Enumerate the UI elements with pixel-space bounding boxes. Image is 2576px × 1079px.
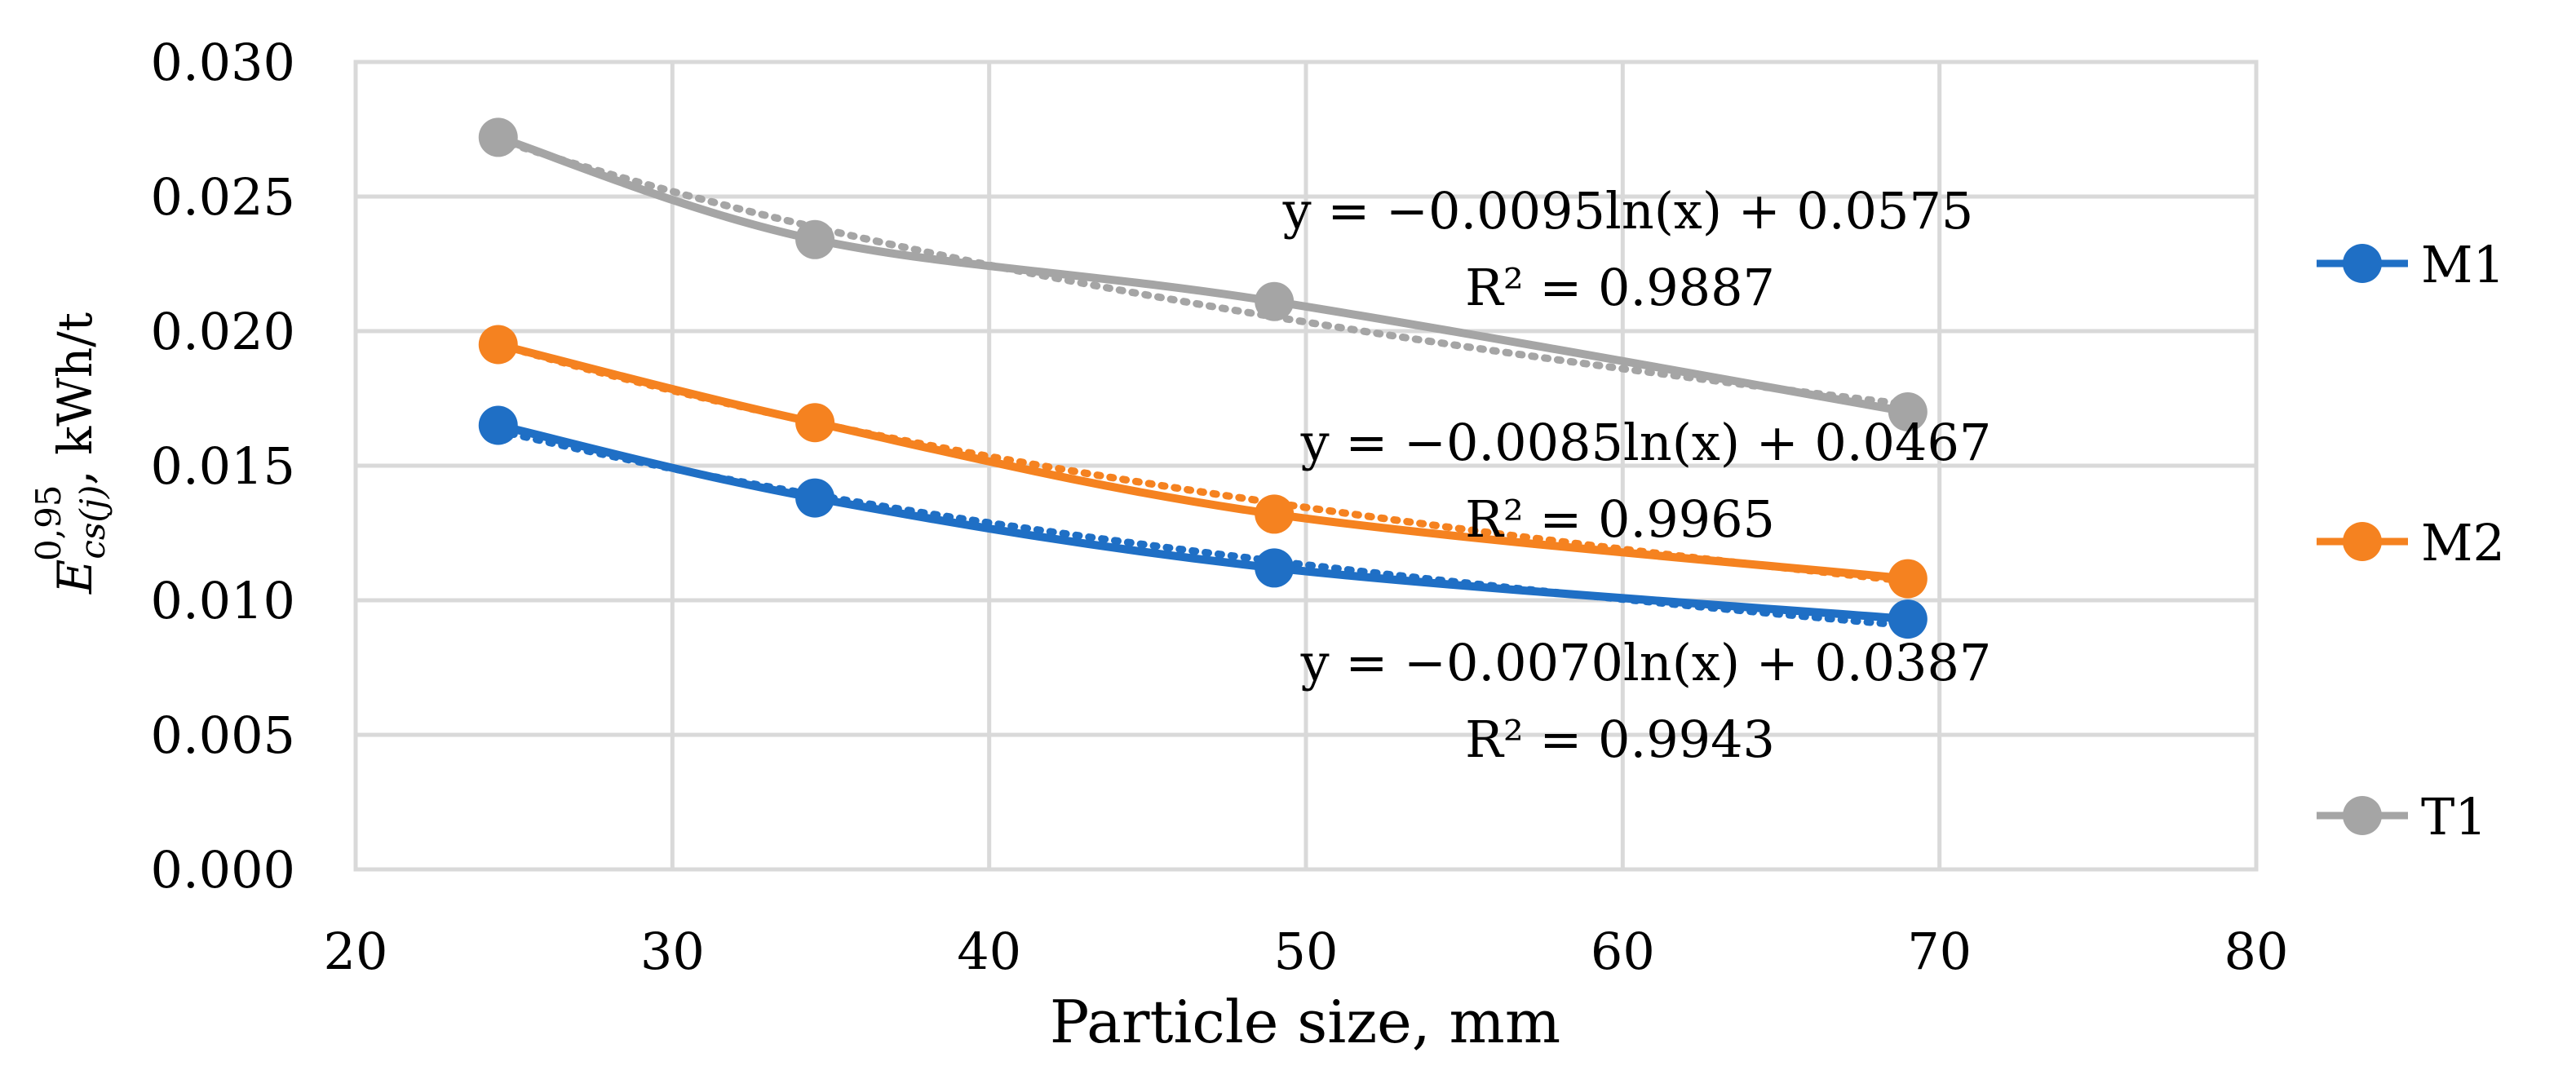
r2-t1: R² = 0.9887 — [1465, 258, 1775, 317]
legend-marker-m1 — [2343, 244, 2382, 283]
y-tick-label: 0.030 — [151, 33, 296, 92]
series-line-m1 — [494, 421, 1912, 624]
series — [478, 117, 1928, 639]
legend-label-m1: M1 — [2421, 235, 2505, 294]
legend-label-t1: T1 — [2421, 787, 2487, 847]
y-axis-symbol: E — [47, 559, 103, 595]
svg-text:Ecs(j), kWh/t: Ecs(j), kWh/t — [47, 312, 113, 595]
legend-item-t1: T1 — [2317, 787, 2487, 847]
y-axis-subscript: cs(j) — [73, 485, 113, 559]
x-axis-title: Particle size, mm — [1050, 988, 1560, 1056]
data-point-m1 — [1255, 548, 1295, 588]
data-point-m1 — [795, 478, 835, 518]
series-line-m2 — [494, 340, 1912, 583]
y-axis-unit: , kWh/t — [47, 312, 103, 485]
y-tick-label: 0.010 — [151, 571, 296, 630]
y-tick-label: 0.000 — [151, 840, 296, 900]
data-point-t1 — [1255, 281, 1295, 321]
legend-item-m1: M1 — [2317, 235, 2505, 294]
y-tick-label: 0.005 — [151, 705, 296, 765]
data-point-m2 — [795, 403, 835, 443]
equation-t1: y = −0.0095ln(x) + 0.0575 — [1282, 181, 1974, 241]
plot-area-frame — [353, 60, 2259, 872]
legend: M1 M2 T1 — [2317, 235, 2505, 847]
data-point-t1 — [478, 117, 518, 157]
data-point-m1 — [478, 405, 518, 445]
legend-label-m2: M2 — [2421, 513, 2505, 573]
x-tick-label: 30 — [640, 922, 705, 981]
x-tick-label: 50 — [1274, 922, 1339, 981]
data-point-m2 — [1888, 559, 1928, 599]
y-tick-label: 0.020 — [151, 302, 296, 361]
series-line-t1 — [494, 133, 1912, 416]
y-axis-title: Ecs(j), kWh/t 0,95 — [29, 312, 113, 595]
legend-marker-m2 — [2343, 522, 2382, 561]
equation-labels: y = −0.0095ln(x) + 0.0575 R² = 0.9887 y … — [1282, 181, 1992, 769]
data-point-m2 — [1255, 494, 1295, 534]
equation-m1: y = −0.0070ln(x) + 0.0387 — [1300, 633, 1992, 692]
trendline-t1 — [494, 135, 1912, 409]
r2-m1: R² = 0.9943 — [1465, 710, 1775, 769]
y-tick-label: 0.025 — [151, 167, 296, 227]
x-tick-label: 40 — [957, 922, 1021, 981]
data-point-t1 — [1888, 392, 1928, 431]
y-axis-superscript: 0,95 — [29, 484, 69, 561]
axis-ticks: 20 30 40 50 60 70 80 0.000 0.005 0.010 0.015 0.020 0… — [151, 33, 2289, 981]
data-point-m2 — [478, 325, 518, 365]
x-tick-label: 60 — [1591, 922, 1655, 981]
legend-item-m2: M2 — [2317, 513, 2505, 573]
data-point-t1 — [795, 219, 835, 259]
equation-m2: y = −0.0085ln(x) + 0.0467 — [1300, 413, 1992, 472]
trendline-m2 — [494, 340, 1912, 586]
data-point-m1 — [1888, 599, 1928, 639]
x-tick-label: 20 — [324, 922, 388, 981]
r2-m2: R² = 0.9965 — [1465, 489, 1775, 549]
legend-marker-t1 — [2343, 796, 2382, 835]
x-tick-label: 70 — [1907, 922, 1972, 981]
x-tick-label: 80 — [2224, 922, 2289, 981]
y-tick-label: 0.015 — [151, 436, 296, 496]
